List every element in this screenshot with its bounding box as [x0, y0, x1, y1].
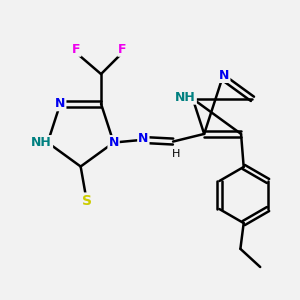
Text: N: N — [108, 136, 119, 149]
Text: NH: NH — [31, 136, 52, 149]
Text: H: H — [172, 149, 181, 159]
Text: S: S — [82, 194, 92, 208]
Text: N: N — [219, 69, 230, 82]
Text: F: F — [118, 43, 127, 56]
Text: N: N — [55, 97, 65, 110]
Text: F: F — [72, 43, 80, 56]
Text: N: N — [138, 132, 148, 145]
Text: NH: NH — [175, 91, 196, 104]
